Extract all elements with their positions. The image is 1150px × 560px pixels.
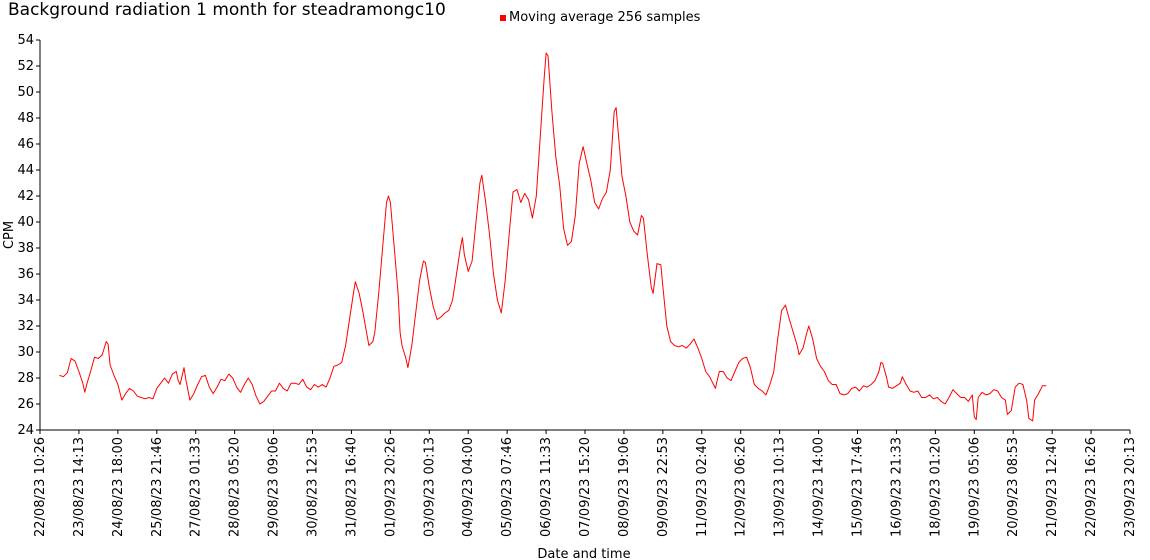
y-axis-ticks: 24 26 28 30 32 34 36 38 40 42 44 46 48 50 52 54 (17, 33, 40, 438)
x-tick-label: 22/08/23 10:26 (33, 437, 48, 537)
x-tick-label: 29/08/23 09:06 (267, 437, 282, 537)
y-tick-label: 42 (17, 189, 34, 204)
y-tick-label: 32 (17, 319, 34, 334)
legend-swatch (500, 14, 506, 21)
x-tick-label: 21/09/23 12:40 (1045, 437, 1060, 537)
y-tick-label: 24 (17, 423, 34, 438)
x-tick-label: 08/09/23 19:06 (617, 437, 632, 537)
x-axis-label: Date and time (537, 547, 630, 560)
y-tick-label: 38 (17, 241, 34, 256)
x-tick-label: 06/09/23 11:33 (539, 437, 554, 537)
x-tick-label: 19/09/23 05:06 (967, 437, 982, 537)
chart-title: Background radiation 1 month for steadra… (8, 0, 446, 20)
y-tick-label: 40 (17, 215, 34, 230)
x-tick-label: 16/09/23 21:33 (889, 437, 904, 537)
y-axis-label: CPM (2, 221, 17, 249)
x-tick-label: 12/09/23 06:26 (734, 437, 749, 537)
axes (39, 40, 1130, 431)
x-tick-label: 07/09/23 15:20 (578, 437, 593, 537)
legend: Moving average 256 samples (500, 10, 700, 25)
x-tick-label: 28/08/23 05:20 (228, 437, 243, 537)
y-tick-label: 54 (17, 33, 34, 48)
y-tick-label: 46 (17, 137, 34, 152)
x-tick-label: 09/09/23 22:53 (656, 437, 671, 537)
series-group (59, 52, 1047, 422)
x-tick-label: 25/08/23 21:46 (150, 437, 165, 537)
x-tick-label: 31/08/23 16:40 (344, 437, 359, 537)
x-tick-label: 13/09/23 10:13 (773, 437, 788, 537)
x-tick-label: 24/08/23 18:00 (111, 437, 126, 537)
x-tick-label: 20/09/23 08:53 (1006, 437, 1021, 537)
x-tick-label: 14/09/23 14:00 (812, 437, 827, 537)
x-tick-label: 05/09/23 07:46 (500, 437, 515, 537)
x-tick-label: 30/08/23 12:53 (306, 437, 321, 537)
y-tick-label: 30 (17, 345, 34, 360)
y-tick-label: 36 (17, 267, 34, 282)
y-tick-label: 44 (17, 163, 34, 178)
y-tick-label: 28 (17, 371, 34, 386)
x-tick-label: 23/09/23 20:13 (1123, 437, 1138, 537)
x-axis-ticks: 22/08/23 10:26 23/08/23 14:13 24/08/23 18:… (33, 430, 1138, 537)
legend-label: Moving average 256 samples (509, 10, 701, 25)
x-tick-label: 22/09/23 16:26 (1084, 437, 1099, 537)
x-tick-label: 04/09/23 04:00 (461, 437, 476, 537)
y-tick-label: 52 (17, 59, 34, 74)
x-tick-label: 15/09/23 17:46 (851, 437, 866, 537)
x-tick-label: 23/08/23 14:13 (72, 437, 87, 537)
x-tick-label: 11/09/23 02:40 (695, 437, 710, 537)
y-tick-label: 26 (17, 397, 34, 412)
y-tick-label: 50 (17, 85, 34, 100)
x-tick-label: 27/08/23 01:33 (189, 437, 204, 537)
y-tick-label: 34 (17, 293, 34, 308)
series-line (59, 52, 1047, 422)
x-tick-label: 01/09/23 20:26 (383, 437, 398, 537)
x-tick-label: 03/09/23 00:13 (422, 437, 437, 537)
y-tick-label: 48 (17, 111, 34, 126)
x-tick-label: 18/09/23 01:20 (928, 437, 943, 537)
